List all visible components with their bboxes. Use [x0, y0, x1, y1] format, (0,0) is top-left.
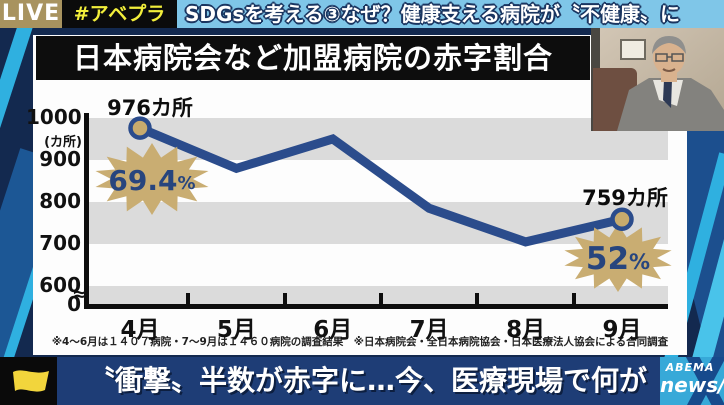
- wall-frame: [620, 39, 646, 60]
- percentage-callout-september: 52%: [560, 239, 676, 279]
- x-axis-tick: [186, 293, 191, 305]
- tie: [663, 80, 672, 108]
- x-axis-label: 6月: [313, 317, 353, 343]
- live-badge: LIVE: [0, 0, 62, 28]
- x-axis-tick: [282, 293, 287, 305]
- background-decoration: [0, 22, 33, 152]
- y-axis-tick-label: 600: [39, 273, 81, 297]
- logo-text-abema: ABEMA: [665, 361, 715, 374]
- x-axis-tick: [379, 293, 383, 305]
- x-axis: [84, 304, 668, 309]
- x-axis-label: 9月: [602, 317, 642, 343]
- hashtag-badge: #アベプラ: [62, 0, 177, 28]
- percentage-value: 52: [585, 241, 630, 277]
- percentage-symbol: %: [177, 172, 196, 194]
- y-axis-origin-label: 0: [67, 292, 81, 316]
- guest-video-feed: [591, 28, 724, 131]
- x-axis-label: 7月: [409, 317, 449, 343]
- percentage-symbol: %: [629, 250, 651, 274]
- x-axis-tick: [475, 293, 480, 305]
- y-axis-tick-label: 700: [39, 231, 81, 255]
- program-headline: SDGsを考える③なぜ？健康支える病院が〝不健康〟に: [177, 0, 724, 28]
- mouth: [662, 68, 676, 72]
- percentage-value: 69.4: [108, 163, 178, 197]
- y-axis-tick-label: 800: [39, 189, 81, 213]
- chart-footnote: ※4～6月は１４０７病院・7～9月は１４６０病院の調査結果 ※日本病院会・全日本…: [51, 336, 669, 348]
- axis-break-symbol: ≈: [72, 284, 88, 305]
- chart-title: 日本病院会など加盟病院の赤字割合: [36, 36, 590, 80]
- footer-headline: 〝衝撃〟半数が赤字に…今、医療現場で何が: [57, 357, 660, 405]
- flag-icon: [12, 370, 49, 392]
- y-axis-unit-label: (カ所): [44, 135, 82, 150]
- y-axis-tick-label: 1000: [26, 105, 82, 129]
- data-point-label-september: 759カ所: [582, 186, 668, 210]
- grid-band: [88, 286, 668, 305]
- percentage-callout-april: 69.4%: [94, 160, 210, 200]
- x-axis-label: 5月: [216, 317, 256, 343]
- hair: [652, 36, 686, 54]
- flag-box: [0, 357, 57, 405]
- data-point-label-april: 976カ所: [107, 96, 193, 120]
- logo-text-news: news/: [660, 373, 724, 397]
- abema-news-logo: ABEMA news/: [660, 357, 724, 405]
- x-axis-tick: [571, 293, 576, 305]
- guest-portrait: [591, 28, 724, 131]
- x-axis-label: 8月: [506, 317, 546, 343]
- y-axis: [84, 113, 89, 309]
- grid-band: [88, 118, 668, 160]
- x-axis-label: 4月: [120, 317, 160, 343]
- y-axis-tick-label: 900: [39, 147, 81, 171]
- bottom-headline-bar: 〝衝撃〟半数が赤字に…今、医療現場で何が ABEMA news/: [0, 357, 724, 405]
- top-headline-bar: LIVE #アベプラ SDGsを考える③なぜ？健康支える病院が〝不健康〟に: [0, 0, 724, 28]
